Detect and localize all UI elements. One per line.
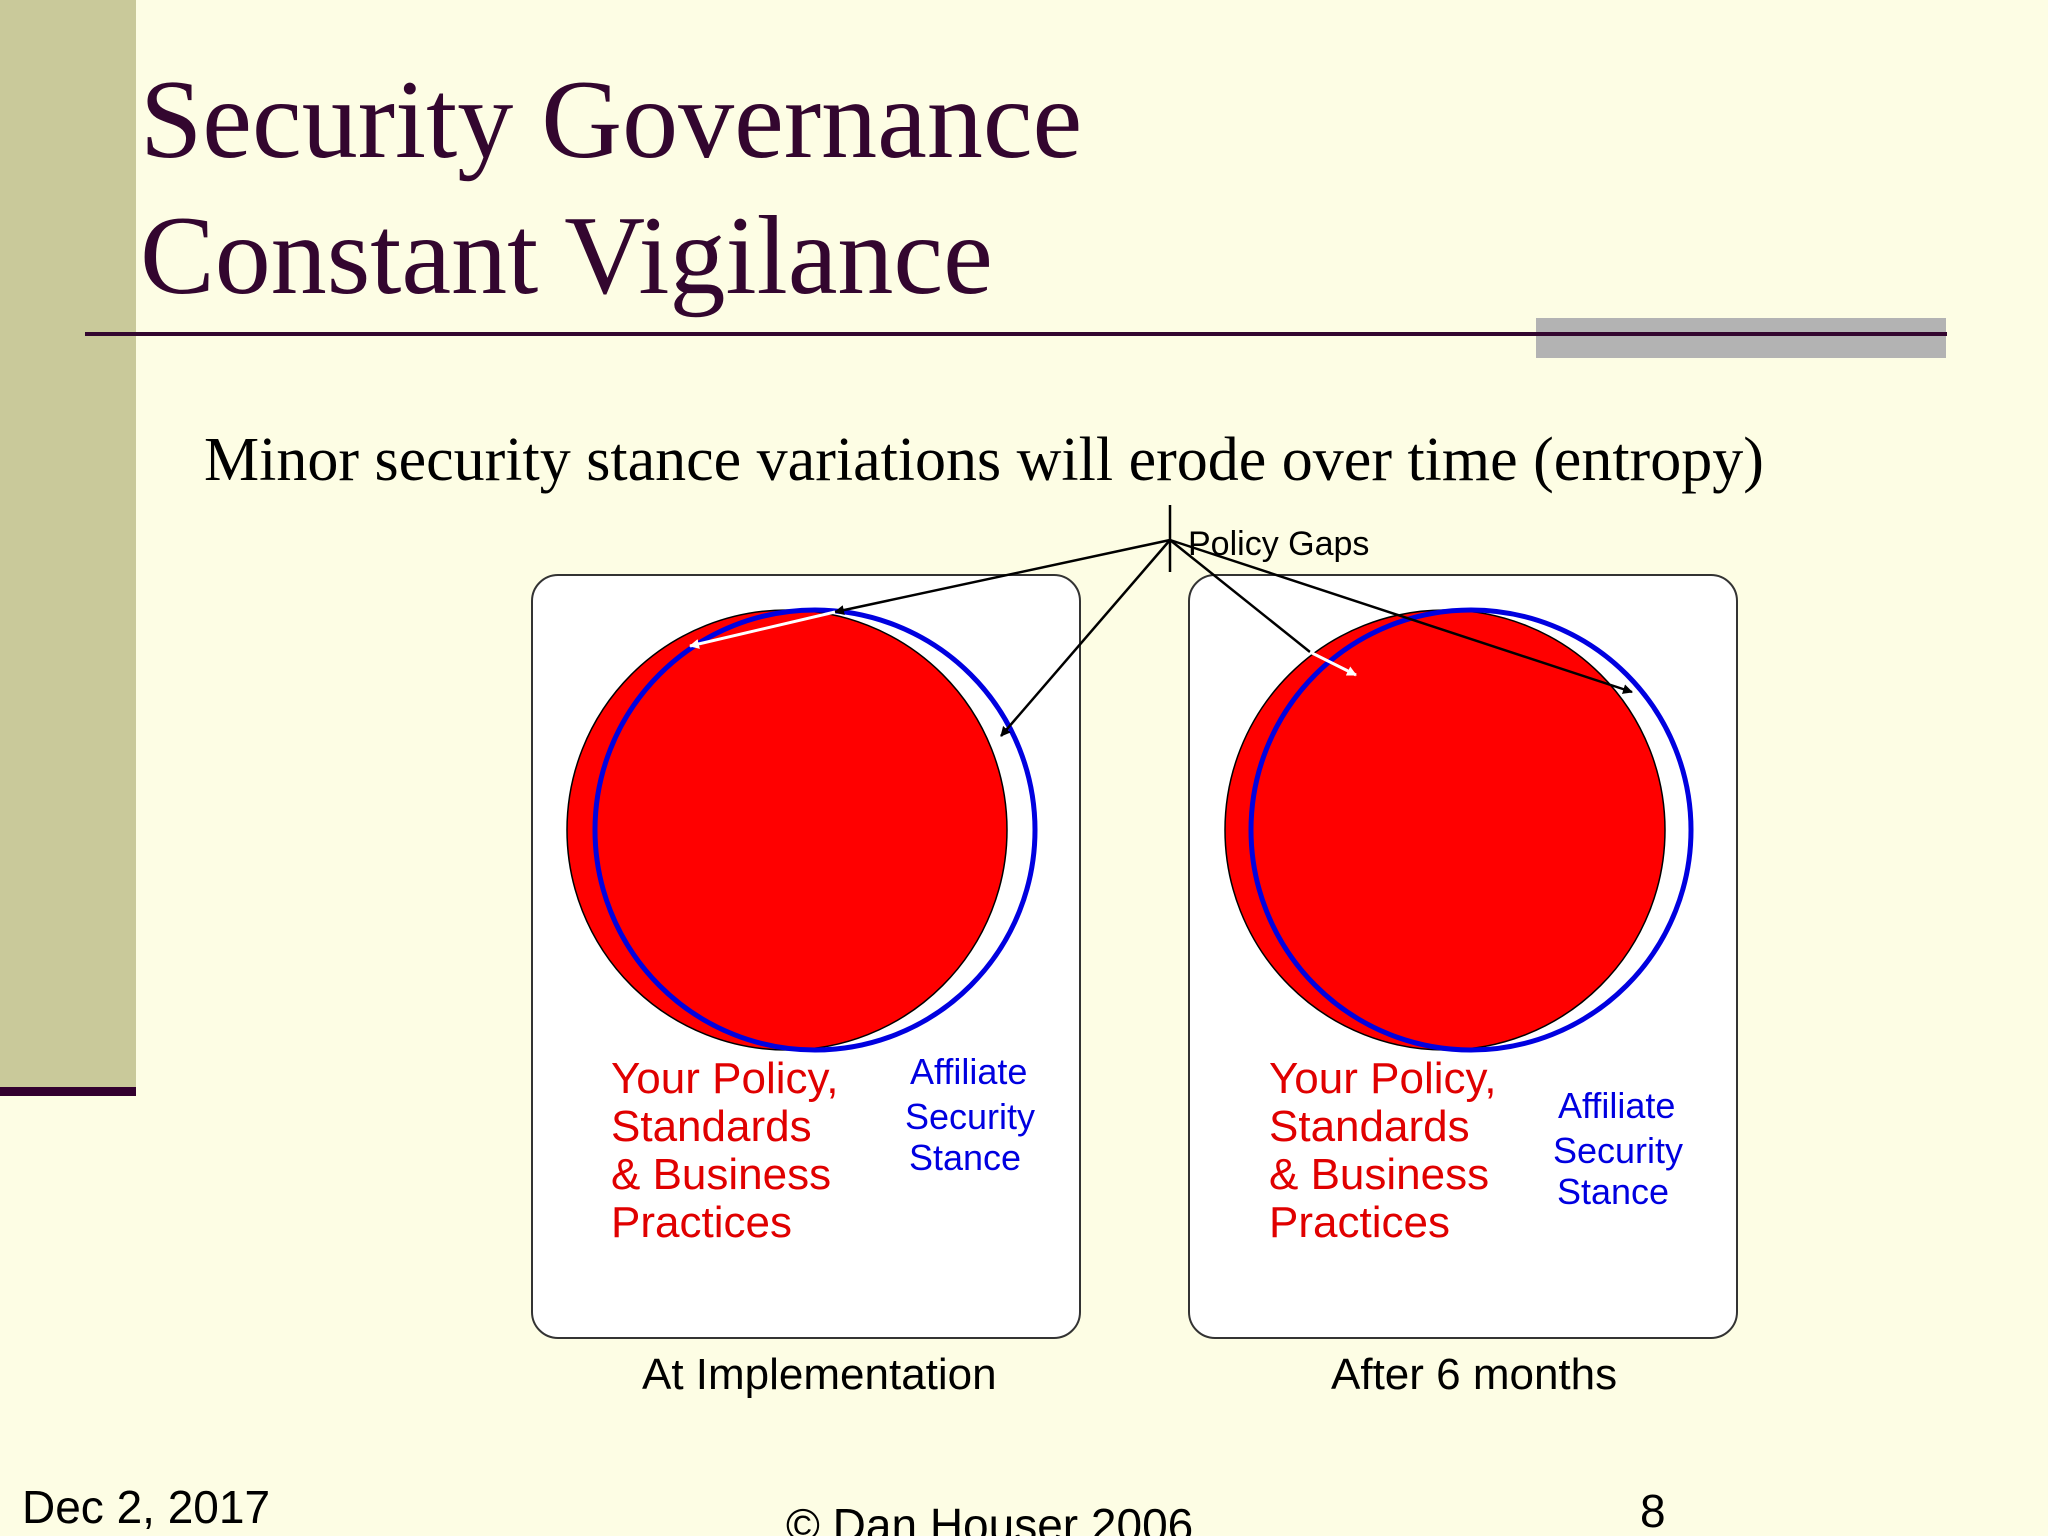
gap-arrow-2 xyxy=(1000,539,1171,737)
policy-circle xyxy=(566,609,1008,1051)
stance-circle xyxy=(592,607,1038,1053)
policy-label-line: Your Policy, xyxy=(1269,1054,1496,1103)
policy-label-line: Standards xyxy=(1269,1102,1470,1151)
title-line-1: Security Governance xyxy=(140,58,1083,182)
gap-arrow-4 xyxy=(1169,538,1633,694)
policy-label-line: Practices xyxy=(1269,1198,1450,1247)
stance-label-line: Stance xyxy=(909,1137,1021,1178)
policy-label-line: Standards xyxy=(611,1102,812,1151)
title-rule xyxy=(85,332,1947,336)
policy-label-line: & Business xyxy=(1269,1150,1489,1199)
footer-copyright: © Dan Houser 2006 xyxy=(786,1499,1194,1536)
panel-1-labels: Your Policy, Standards & Business Practi… xyxy=(611,1051,1035,1399)
sidebar-accent xyxy=(0,0,136,1090)
panel-after-6-months xyxy=(1188,574,1738,1339)
stance-label-line: Security xyxy=(905,1096,1035,1137)
policy-label-line: Your Policy, xyxy=(611,1054,838,1103)
slide-subtitle: Minor security stance variations will er… xyxy=(204,426,1764,494)
stance-label-line: Affiliate xyxy=(1558,1085,1675,1126)
stance-circle xyxy=(1248,607,1694,1053)
callout-label: Policy Gaps xyxy=(1188,525,1369,563)
panel-caption: At Implementation xyxy=(642,1350,997,1399)
panel-at-implementation xyxy=(531,574,1081,1339)
policy-gaps-callout: Policy Gaps xyxy=(689,505,1633,737)
title-line-2: Constant Vigilance xyxy=(140,194,993,318)
gap-arrow-3 xyxy=(1169,539,1311,653)
title-rule-accent xyxy=(1536,318,1946,358)
sidebar-accent-line xyxy=(0,1087,136,1096)
policy-label-line: & Business xyxy=(611,1150,831,1199)
stance-label-line: Stance xyxy=(1557,1171,1669,1212)
slide-title: Security Governance Constant Vigilance xyxy=(140,52,1082,324)
panel-2-labels: Your Policy, Standards & Business Practi… xyxy=(1269,1054,1683,1399)
gap-arrow-1-inner xyxy=(689,610,836,649)
policy-circle xyxy=(1224,609,1666,1051)
footer-page-number: 8 xyxy=(1640,1485,1666,1536)
panel-caption: After 6 months xyxy=(1331,1350,1617,1399)
stance-label-line: Security xyxy=(1553,1130,1683,1171)
policy-label-line: Practices xyxy=(611,1198,792,1247)
footer-date: Dec 2, 2017 xyxy=(22,1481,271,1533)
gap-arrow-1 xyxy=(834,538,1171,615)
stance-label-line: Affiliate xyxy=(910,1051,1027,1092)
gap-arrow-3-inner xyxy=(1309,650,1357,677)
